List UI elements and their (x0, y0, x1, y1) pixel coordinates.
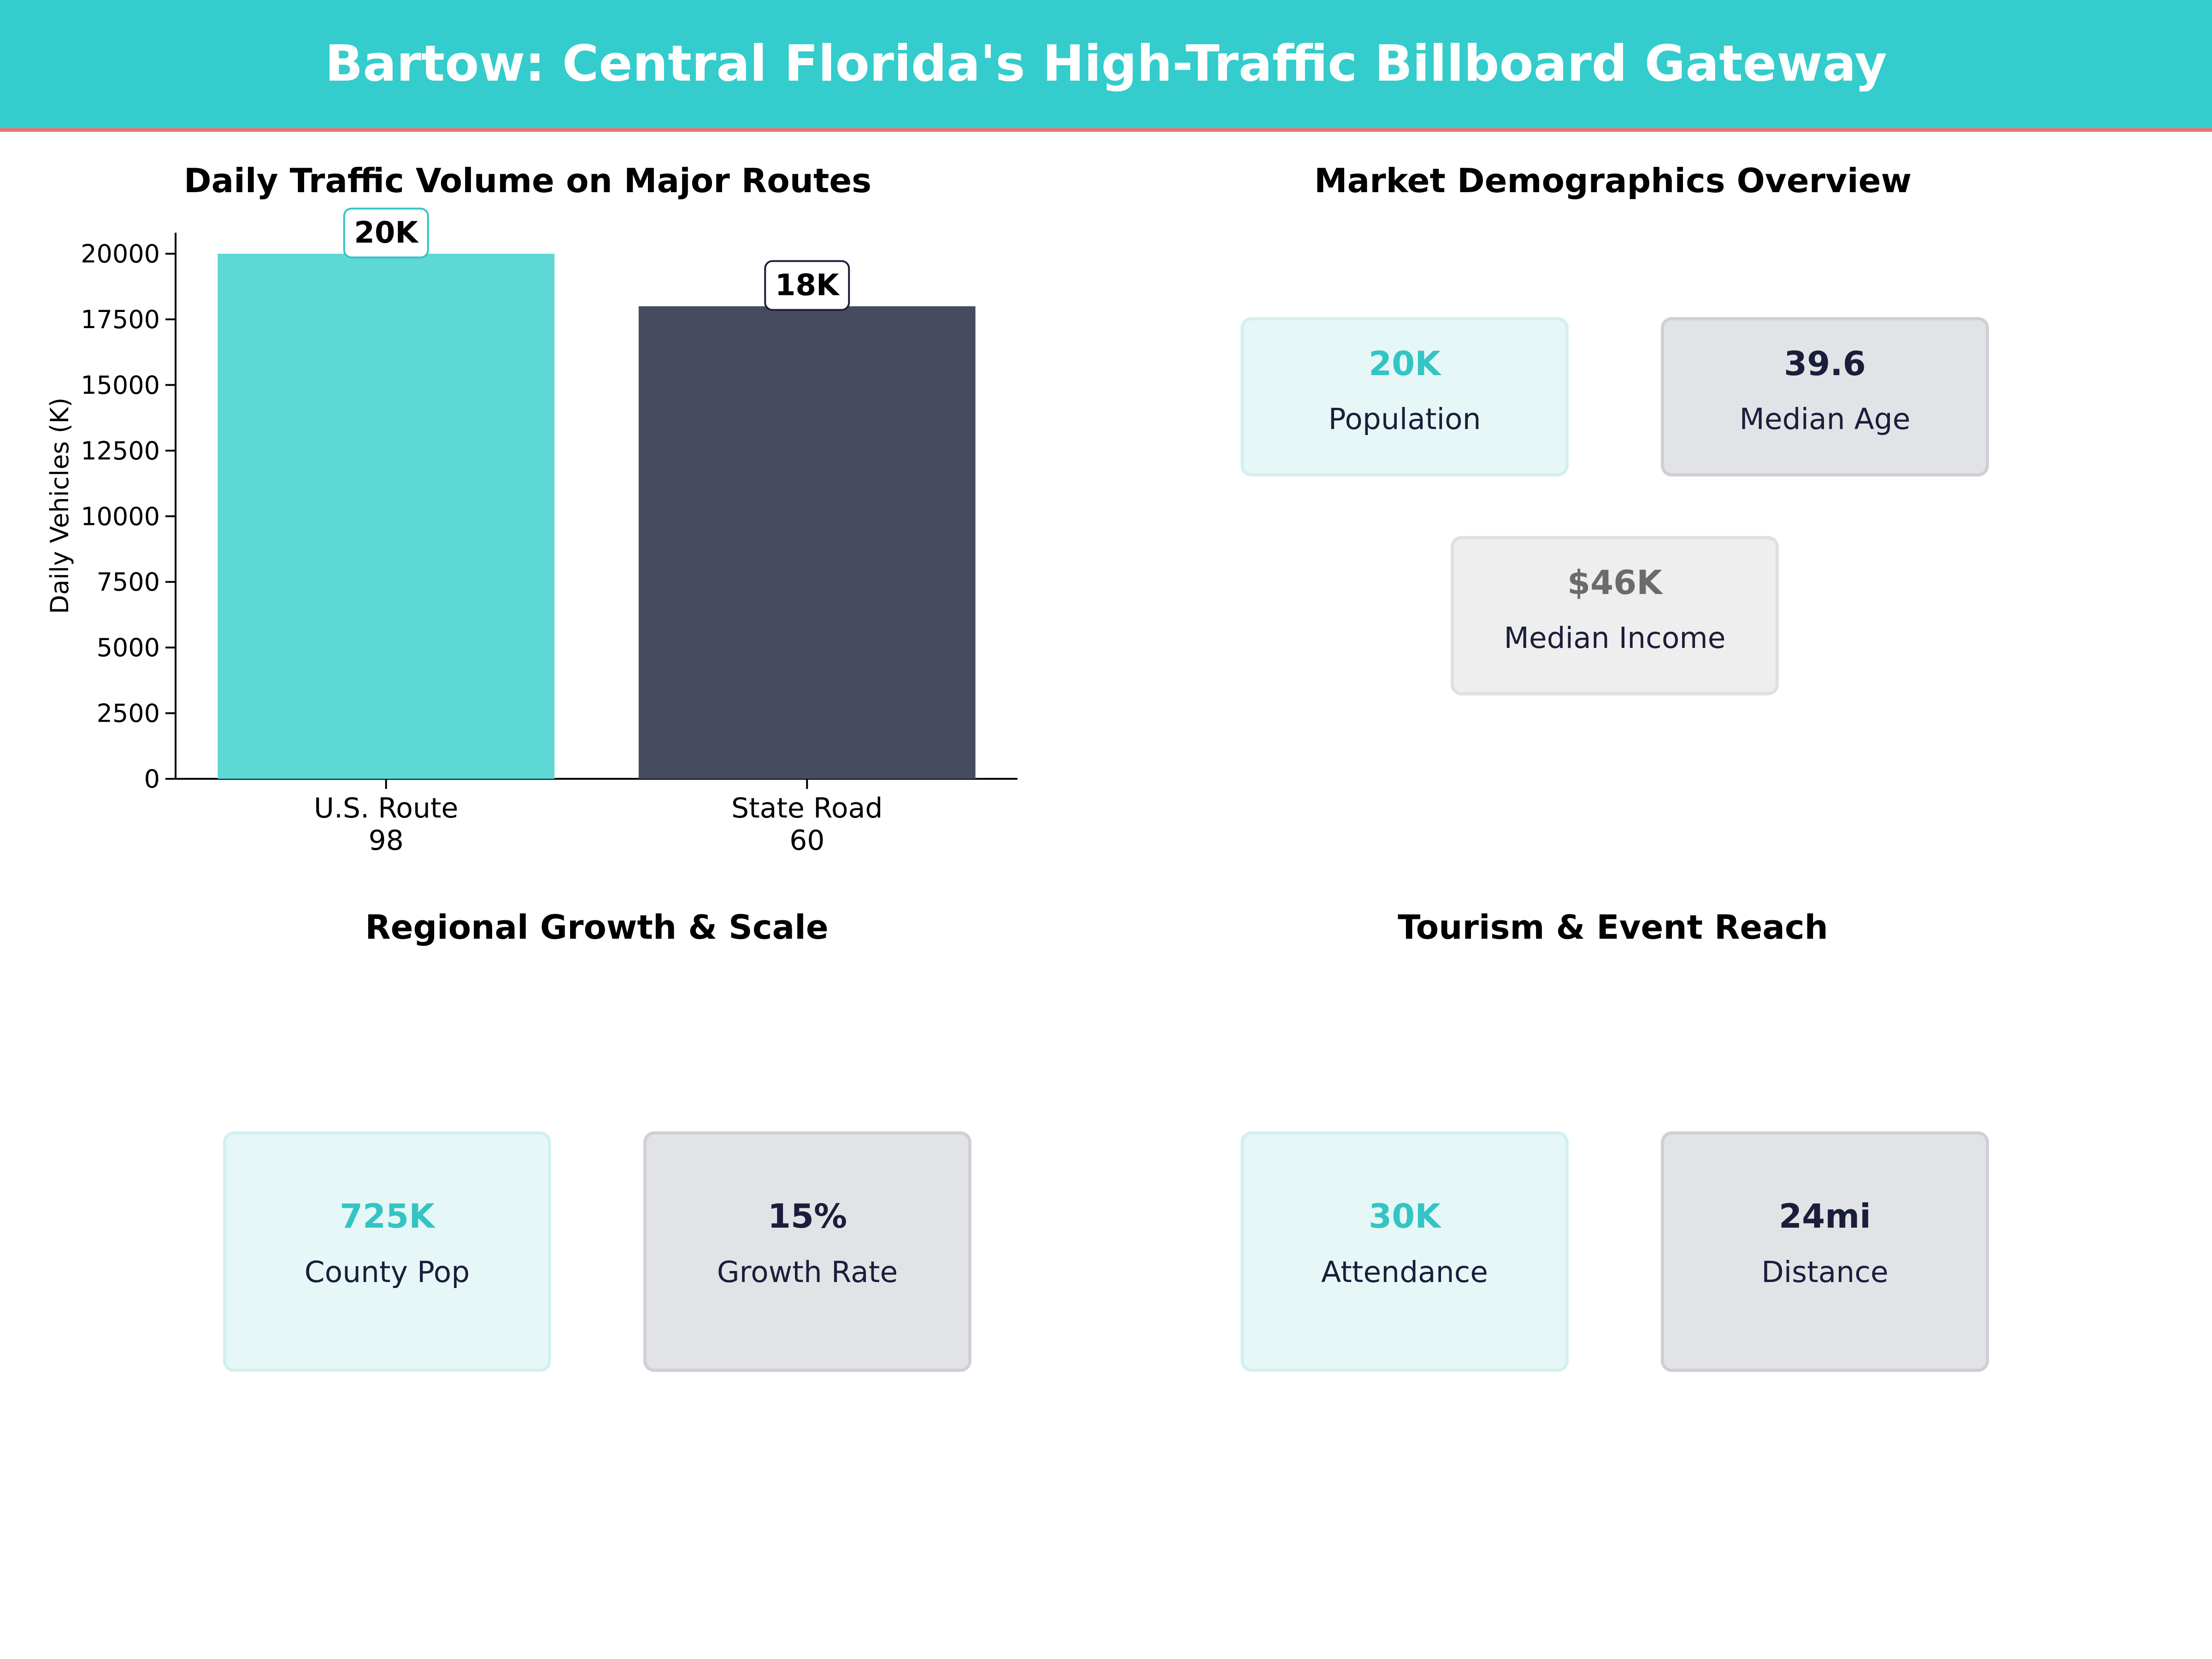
x-tick-label: 60 (789, 824, 824, 857)
x-tick-label: 98 (369, 824, 404, 857)
y-axis-label: Daily Vehicles (K) (45, 398, 74, 614)
y-tick-label: 15000 (81, 371, 160, 400)
county-pop-label: County Pop (304, 1255, 470, 1289)
growth-rate-card: 15% Growth Rate (643, 1131, 971, 1372)
y-tick-label: 5000 (97, 633, 160, 662)
traffic-bar-chart: 0 2500 5000 7500 10000 12500 15000 17500 20000 Da… (45, 207, 1018, 857)
median-age-value: 39.6 (1784, 344, 1866, 383)
header-accent-line (0, 128, 2212, 132)
data-label-0: 20K (354, 216, 419, 250)
data-label-1: 18K (775, 269, 840, 303)
attendance-card: 30K Attendance (1241, 1131, 1569, 1372)
data-label-box (764, 260, 850, 311)
y-tick-label: 17500 (81, 305, 160, 334)
y-tick-label: 12500 (81, 436, 160, 465)
growth-panel-title: Regional Growth & Scale (365, 908, 829, 947)
y-tick-label: 10000 (81, 502, 160, 531)
median-age-label: Median Age (1739, 402, 1911, 436)
distance-value: 24mi (1779, 1197, 1871, 1235)
header-banner (0, 0, 2212, 128)
y-tick-label: 7500 (97, 568, 160, 597)
y-tick-label: 2500 (97, 699, 160, 728)
x-tick-label: State Road (731, 792, 882, 824)
y-tick-label: 0 (144, 765, 160, 794)
y-tick-label: 20000 (81, 240, 160, 269)
population-card: 20K Population (1241, 317, 1569, 477)
attendance-value: 30K (1369, 1197, 1441, 1235)
bar-1 (638, 306, 976, 779)
bar-0 (218, 253, 555, 779)
distance-label: Distance (1761, 1255, 1888, 1289)
population-label: Population (1328, 402, 1481, 436)
county-pop-card: 725K County Pop (223, 1131, 551, 1372)
growth-rate-value: 15% (767, 1197, 847, 1235)
median-income-value: $46K (1567, 563, 1663, 602)
median-income-card: $46K Median Income (1451, 536, 1779, 695)
tourism-panel-title: Tourism & Event Reach (1398, 908, 1828, 947)
growth-rate-label: Growth Rate (717, 1255, 898, 1289)
data-label-box (343, 207, 429, 259)
distance-card: 24mi Distance (1661, 1131, 1989, 1372)
population-value: 20K (1369, 344, 1441, 383)
traffic-panel-title: Daily Traffic Volume on Major Routes (183, 161, 872, 200)
median-income-label: Median Income (1504, 621, 1726, 655)
county-pop-value: 725K (339, 1197, 435, 1235)
median-age-card: 39.6 Median Age (1661, 317, 1989, 477)
x-tick-label: U.S. Route (314, 792, 458, 824)
page-title: Bartow: Central Florida's High-Traffic B… (325, 35, 1887, 93)
attendance-label: Attendance (1321, 1255, 1488, 1289)
demographics-panel-title: Market Demographics Overview (1314, 161, 1912, 200)
